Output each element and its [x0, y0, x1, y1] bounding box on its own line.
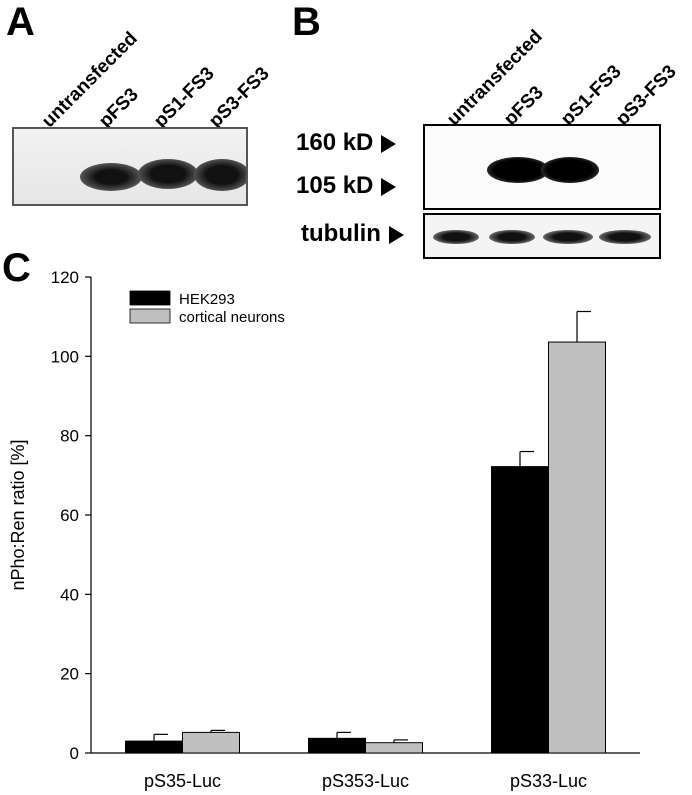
panel-b-lane-ps3-fs3: pS3-FS3: [612, 61, 681, 130]
arrow-right-icon: [381, 177, 397, 196]
bar-hek293-1: [308, 737, 366, 754]
bar-cortical-neurons-2: [548, 341, 606, 754]
legend-swatch-cortical-neurons: [129, 308, 171, 324]
panel-b-band-pfs3: [487, 157, 549, 183]
y-axis-label: nPho:Ren ratio [%]: [8, 439, 28, 590]
panel-b-tubulin-band-4: [599, 230, 651, 244]
marker-105kd: 105 kD: [296, 172, 397, 199]
panel-b-band-ps1-fs3: [541, 157, 599, 183]
panel-b-letter: B: [292, 0, 321, 44]
marker-tubulin: tubulin: [301, 222, 404, 246]
marker-160kd-label: 160 kD: [296, 129, 374, 156]
y-tick-label: 60: [60, 506, 79, 525]
arrow-right-icon: [381, 134, 397, 153]
panel-b-tubulin-band-3: [543, 230, 593, 244]
y-tick-label: 80: [60, 427, 79, 446]
y-tick-label: 0: [70, 744, 79, 763]
legend-label-cortical-neurons: cortical neurons: [179, 309, 285, 326]
bar-hek293-0: [125, 740, 183, 754]
tubulin-label: tubulin: [301, 220, 381, 247]
panel-b-tubulin-band-1: [433, 230, 479, 244]
marker-105kd-label: 105 kD: [296, 172, 374, 199]
panel-b-tubulin-band-2: [489, 230, 535, 244]
panel-a-band-ps1-fs3: [138, 159, 198, 189]
legend-swatch-hek293: [129, 290, 171, 306]
panel-a-lane-untransfected: untransfected: [38, 28, 142, 132]
panel-a-lane-ps1-fs3: pS1-FS3: [150, 63, 219, 132]
panel-b-blot: [423, 124, 661, 210]
bar-hek293-2: [491, 466, 549, 754]
y-tick-label: 40: [60, 585, 79, 604]
legend-label-hek293: HEK293: [179, 291, 235, 308]
x-tick-label: pS35-Luc: [144, 771, 221, 791]
panel-a-lane-pfs3: pFS3: [95, 84, 143, 132]
x-tick-label: pS353-Luc: [322, 771, 409, 791]
marker-160kd: 160 kD: [296, 129, 397, 156]
panel-a-blot: [12, 127, 248, 206]
y-tick-label: 20: [60, 665, 79, 684]
y-tick-label: 100: [51, 347, 79, 366]
bar-cortical-neurons-0: [182, 731, 240, 754]
panel-b-lane-untransfected: untransfected: [443, 26, 547, 130]
panel-b-tubulin-blot: [423, 213, 661, 259]
arrow-right-icon: [388, 225, 404, 244]
panel-c-letter: C: [2, 246, 31, 290]
panel-a-letter: A: [6, 0, 35, 44]
y-tick-label: 120: [51, 268, 79, 287]
panel-a-band-pfs3: [80, 163, 142, 191]
panel-a-band-ps3-fs3: [194, 159, 246, 191]
panel-b-lane-ps1-fs3: pS1-FS3: [557, 61, 626, 130]
x-tick-label: pS33-Luc: [510, 771, 587, 791]
panel-a-lane-ps3-fs3: pS3-FS3: [205, 63, 274, 132]
bar-cortical-neurons-1: [365, 742, 423, 754]
bar-chart: 0 20 40 60 80 100 120 nPho:Ren ratio [%] pS35-Lu…: [8, 268, 640, 791]
